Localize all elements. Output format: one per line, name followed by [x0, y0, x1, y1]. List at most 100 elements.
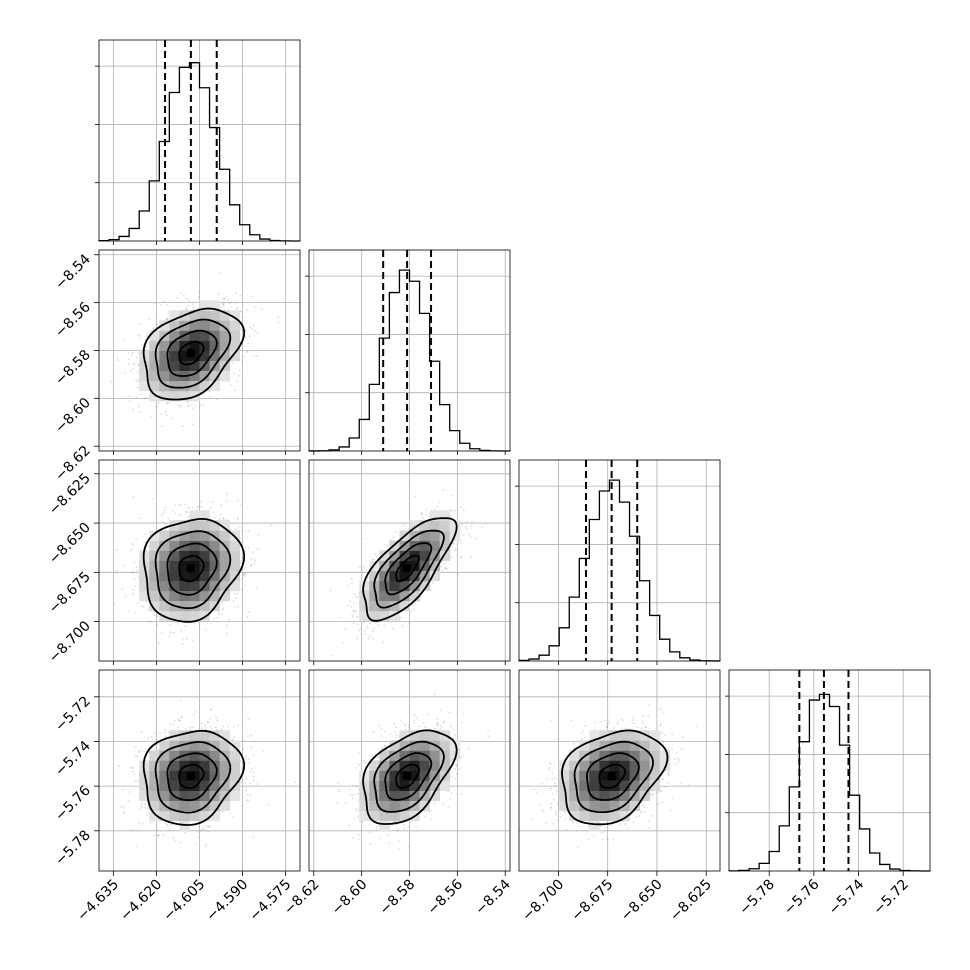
sample-point — [247, 530, 250, 532]
histogram-0 — [98, 62, 301, 242]
density-cell — [169, 360, 180, 371]
sample-point — [169, 623, 172, 626]
sample-point — [144, 803, 146, 806]
sample-point — [138, 323, 141, 325]
density-cell — [219, 310, 230, 321]
sample-point — [131, 367, 134, 370]
contour-2sigma — [362, 517, 458, 622]
sample-point — [118, 764, 120, 767]
density-cell — [439, 520, 451, 531]
sample-point — [191, 403, 193, 406]
density-cell — [199, 510, 210, 521]
sample-point — [231, 362, 234, 364]
sample-point — [219, 513, 222, 516]
density-cell — [139, 570, 150, 582]
density-cell — [149, 360, 160, 371]
sample-point — [145, 344, 148, 347]
contour-1.5sigma — [154, 318, 232, 389]
density-cell — [369, 590, 380, 602]
contour-1sigma — [166, 329, 218, 377]
contour-1.5sigma — [154, 530, 232, 610]
density-cell — [439, 530, 451, 541]
sample-point — [358, 629, 360, 631]
density-cell — [159, 370, 170, 382]
sample-point — [137, 386, 140, 389]
sample-point — [165, 304, 168, 306]
sample-point — [161, 514, 164, 516]
density-cell — [179, 590, 190, 602]
sample-point — [438, 501, 441, 504]
density-cell — [149, 590, 160, 602]
sample-point — [152, 328, 155, 331]
sample-point — [241, 530, 244, 532]
density-cell — [149, 560, 160, 571]
sample-point — [239, 504, 242, 507]
sample-point — [240, 328, 243, 330]
density-cell — [159, 350, 170, 361]
sample-point — [185, 511, 188, 513]
sample-point — [135, 356, 138, 359]
density-cell — [409, 520, 420, 531]
sample-point — [129, 370, 132, 372]
sample-point — [210, 623, 213, 625]
sample-point — [127, 352, 130, 355]
sample-point — [234, 528, 237, 530]
sample-point — [235, 292, 238, 295]
density-cell — [219, 530, 230, 541]
sample-point — [133, 362, 136, 365]
density-cell — [409, 560, 420, 571]
sample-point — [432, 581, 434, 584]
sample-point — [120, 805, 123, 808]
sample-point — [243, 584, 246, 587]
sample-point — [154, 323, 157, 325]
sample-point — [237, 452, 239, 454]
sample-point — [197, 505, 200, 508]
sample-point — [219, 272, 222, 274]
hist-panel-1 — [305, 249, 511, 452]
sample-point — [214, 516, 217, 519]
sample-point — [181, 425, 184, 428]
density-cell — [199, 320, 210, 331]
sample-point — [205, 843, 208, 846]
sample-point — [209, 395, 212, 398]
density-cell — [359, 600, 370, 612]
sample-point — [277, 316, 279, 319]
sample-point — [215, 728, 218, 731]
sample-point — [191, 407, 194, 410]
sample-point — [146, 608, 149, 611]
contour-1sigma — [384, 542, 433, 596]
sample-point — [176, 297, 179, 299]
sample-point — [145, 335, 148, 337]
density-cell — [169, 580, 180, 592]
sample-point — [234, 389, 237, 391]
sample-point — [460, 556, 462, 559]
sample-point — [236, 518, 239, 520]
density-cell — [139, 360, 150, 371]
sample-point — [249, 794, 252, 797]
density-cell — [229, 320, 241, 331]
density-cell — [389, 560, 400, 571]
sample-point — [167, 311, 170, 313]
sample-point — [247, 546, 250, 549]
density-cell — [219, 370, 230, 382]
sample-point — [228, 618, 231, 621]
sample-point — [248, 335, 251, 337]
sample-point — [451, 509, 453, 512]
sample-point — [162, 511, 165, 514]
density-cell — [429, 530, 441, 541]
sample-point — [204, 728, 207, 731]
sample-point — [254, 559, 256, 562]
sample-point — [371, 630, 374, 633]
sample-point — [247, 761, 250, 764]
sample-point — [209, 709, 212, 712]
density-cell — [219, 560, 230, 571]
sample-point — [366, 626, 369, 629]
sample-point — [244, 574, 246, 576]
sample-point — [401, 625, 404, 628]
density-cell — [169, 550, 180, 561]
sample-point — [181, 715, 184, 718]
sample-point — [136, 569, 139, 572]
sample-point — [363, 621, 366, 623]
sample-point — [215, 398, 218, 401]
sample-point — [167, 517, 170, 520]
